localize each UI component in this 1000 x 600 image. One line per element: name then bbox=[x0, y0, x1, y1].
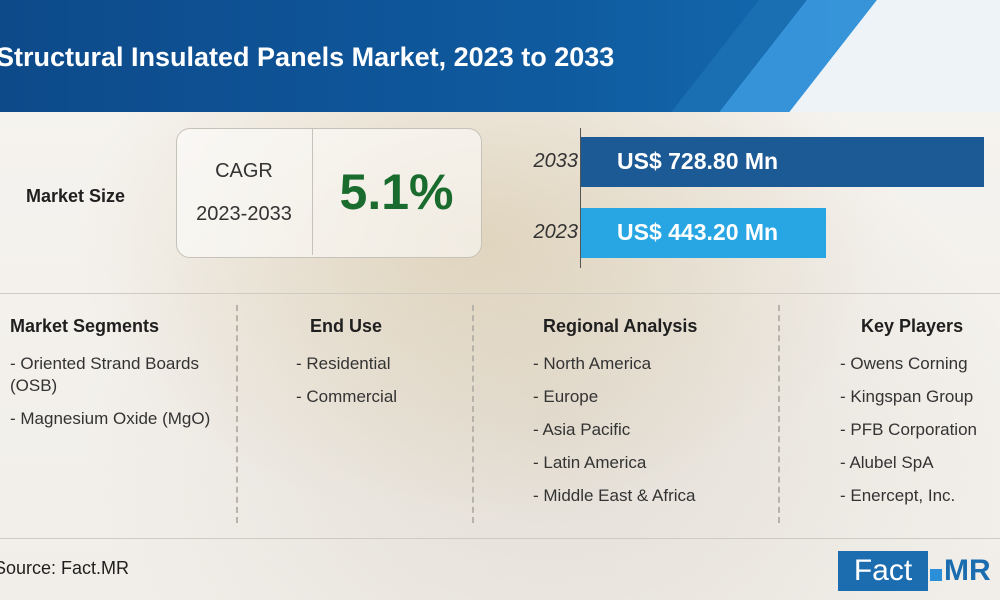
list-item: - Asia Pacific bbox=[533, 420, 631, 439]
list-item: - North America bbox=[533, 354, 652, 373]
column-heading-market-segments: Market Segments bbox=[10, 316, 160, 336]
list-item: - PFB Corporation bbox=[840, 420, 977, 439]
logo-mr-text: MR bbox=[944, 554, 991, 587]
bar-value-label-2033: US$ 728.80 Mn bbox=[617, 148, 779, 174]
bar-2033 bbox=[581, 137, 984, 187]
list-item: - Magnesium Oxide (MgO) bbox=[10, 409, 211, 428]
list-item: - Europe bbox=[533, 387, 599, 406]
column-divider bbox=[778, 305, 780, 523]
list-item: - Owens Corning bbox=[840, 354, 968, 373]
header-banner: Structural Insulated Panels Market, 2023… bbox=[0, 0, 1000, 112]
logo-dot bbox=[930, 569, 942, 581]
column-divider bbox=[472, 305, 474, 523]
cagr-period: 2023-2033 bbox=[196, 203, 292, 225]
footer-divider bbox=[0, 538, 1000, 539]
cagr-box bbox=[176, 128, 482, 258]
source-note: Source: Fact.MR bbox=[0, 558, 130, 578]
column-heading-end-use: End Use bbox=[310, 316, 383, 336]
column-heading-key-players: Key Players bbox=[861, 316, 964, 336]
list-item: - Oriented Strand Boards (OSB) bbox=[10, 354, 199, 395]
bar-value-label-2023: US$ 443.20 Mn bbox=[617, 219, 779, 245]
list-item: - Kingspan Group bbox=[840, 387, 974, 406]
column-divider bbox=[236, 305, 238, 523]
list-market-segments: - Oriented Strand Boards (OSB) - Magnesi… bbox=[10, 353, 220, 441]
bar-year-label-2033: 2033 bbox=[533, 150, 579, 172]
page-title: Structural Insulated Panels Market, 2023… bbox=[0, 42, 615, 72]
column-heading-regional-analysis: Regional Analysis bbox=[543, 316, 698, 336]
list-item: - Latin America bbox=[533, 453, 647, 472]
cagr-divider bbox=[312, 129, 313, 255]
cagr-label: CAGR bbox=[215, 160, 273, 182]
list-item: - Commercial bbox=[296, 387, 398, 406]
bar-2023 bbox=[581, 208, 826, 258]
list-key-players: - Owens Corning - Kingspan Group - PFB C… bbox=[840, 353, 1000, 518]
list-item: - Residential bbox=[296, 354, 391, 373]
bar-axis-line bbox=[580, 128, 581, 268]
logo-fact-text: Fact bbox=[838, 551, 928, 591]
section-divider bbox=[0, 293, 1000, 294]
list-end-use: - Residential - Commercial bbox=[296, 353, 466, 419]
list-item: - Enercept, Inc. bbox=[840, 486, 956, 505]
bar-year-label-2023: 2023 bbox=[533, 221, 579, 243]
market-size-label: Market Size bbox=[26, 186, 126, 206]
cagr-value: 5.1% bbox=[339, 164, 454, 220]
list-item: - Alubel SpA bbox=[840, 453, 934, 472]
list-item: - Middle East & Africa bbox=[533, 486, 696, 505]
list-regional-analysis: - North America - Europe - Asia Pacific … bbox=[533, 353, 773, 518]
fact-mr-logo: Fact MR bbox=[838, 551, 1000, 591]
